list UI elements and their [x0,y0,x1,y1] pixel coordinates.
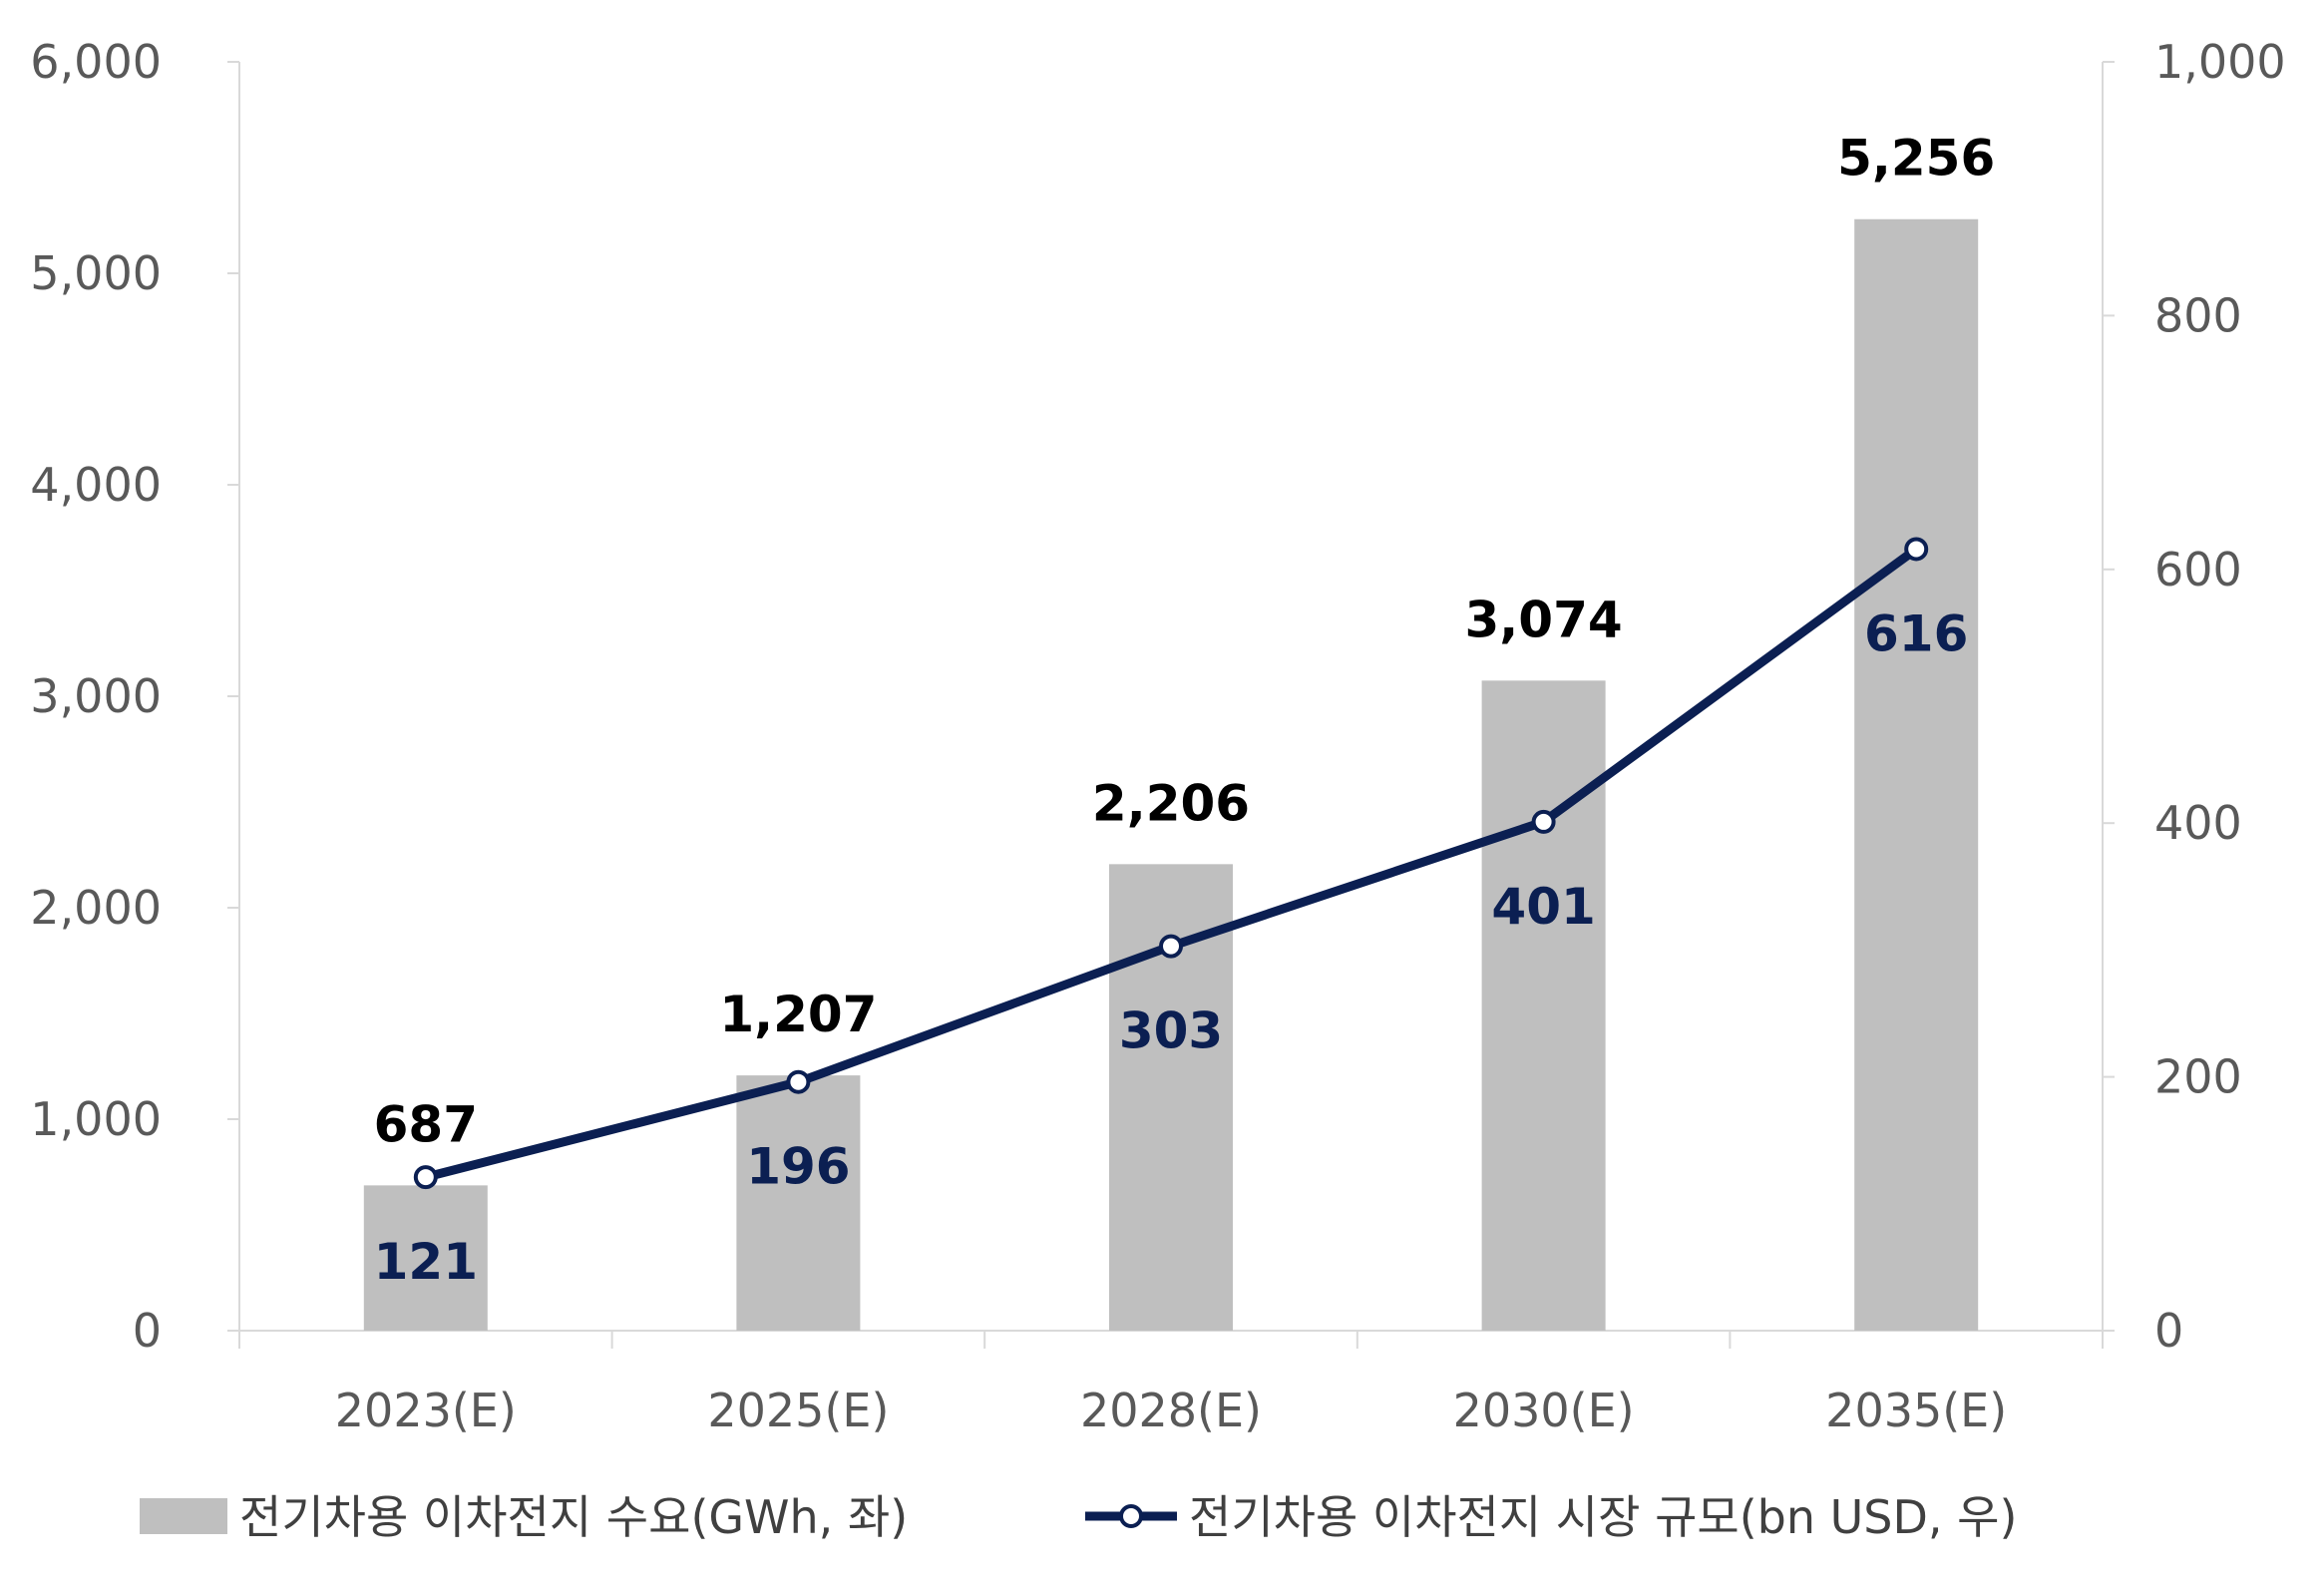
x-axis-tick-label: 2030(E) [1453,1384,1635,1437]
bar-data-labels: 687 1,207 2,206 3,074 5,256 [374,130,1996,1154]
right-axis-tick-label: 0 [2154,1304,2183,1358]
line-data-labels: 121 196 303 401 616 [374,604,1969,1291]
line-point [413,1165,438,1190]
left-axis-tick-label: 2,000 [30,881,162,935]
legend-line-marker [1119,1504,1143,1528]
legend: 전기차용 이차전지 수요(GWh, 좌) 전기차용 이차전지 시장 규모(bn … [140,1490,2017,1544]
x-axis-tick-label: 2023(E) [335,1384,517,1437]
bar-data-label: 1,207 [719,986,877,1043]
line-point [1159,934,1183,959]
legend-line-label: 전기차용 이차전지 시장 규모(bn USD, 우) [1189,1490,2017,1544]
x-axis-tick-label: 2025(E) [707,1384,889,1437]
bar-data-label: 687 [374,1095,478,1153]
line-data-label: 121 [374,1233,478,1291]
legend-bar-label: 전기차용 이차전지 수요(GWh, 좌) [239,1490,908,1544]
left-axis-tick-label: 6,000 [30,35,162,89]
x-axis: 2023(E) 2025(E) 2028(E) 2030(E) 2035(E) [238,1330,2104,1437]
line-point [1904,537,1929,562]
line-data-label: 616 [1864,604,1968,662]
right-axis-tick-label: 600 [2154,543,2242,596]
right-axis-tick-label: 400 [2154,796,2242,850]
line-data-label: 401 [1491,878,1595,936]
left-axis-tick-label: 4,000 [30,458,162,512]
right-axis-tick-label: 1,000 [2154,35,2286,89]
left-axis-tick-label: 1,000 [30,1092,162,1146]
line-data-label: 303 [1119,1002,1223,1060]
right-axis-tick-label: 200 [2154,1050,2242,1104]
bar-series [363,218,1979,1331]
left-axis: 0 1,000 2,000 3,000 4,000 5,000 6,000 [30,35,240,1358]
line-data-label: 196 [746,1138,850,1196]
legend-bar-swatch [140,1498,227,1534]
left-axis-tick-label: 3,000 [30,669,162,723]
line-point [786,1069,811,1094]
right-axis: 0 200 400 600 800 1,000 [2102,35,2286,1358]
right-axis-tick-label: 800 [2154,288,2242,342]
bar [736,1075,861,1331]
line-point [1531,809,1556,834]
bar-data-label: 2,206 [1092,774,1250,832]
line-series [413,537,1929,1190]
bar-data-label: 5,256 [1837,130,1995,188]
x-axis-tick-label: 2035(E) [1825,1384,2007,1437]
bar-data-label: 3,074 [1465,591,1623,648]
bar [1481,680,1606,1331]
bar [1854,218,1979,1331]
x-axis-tick-label: 2028(E) [1080,1384,1262,1437]
bar [363,1185,488,1331]
left-axis-tick-label: 0 [133,1304,162,1358]
left-axis-tick-label: 5,000 [30,246,162,300]
